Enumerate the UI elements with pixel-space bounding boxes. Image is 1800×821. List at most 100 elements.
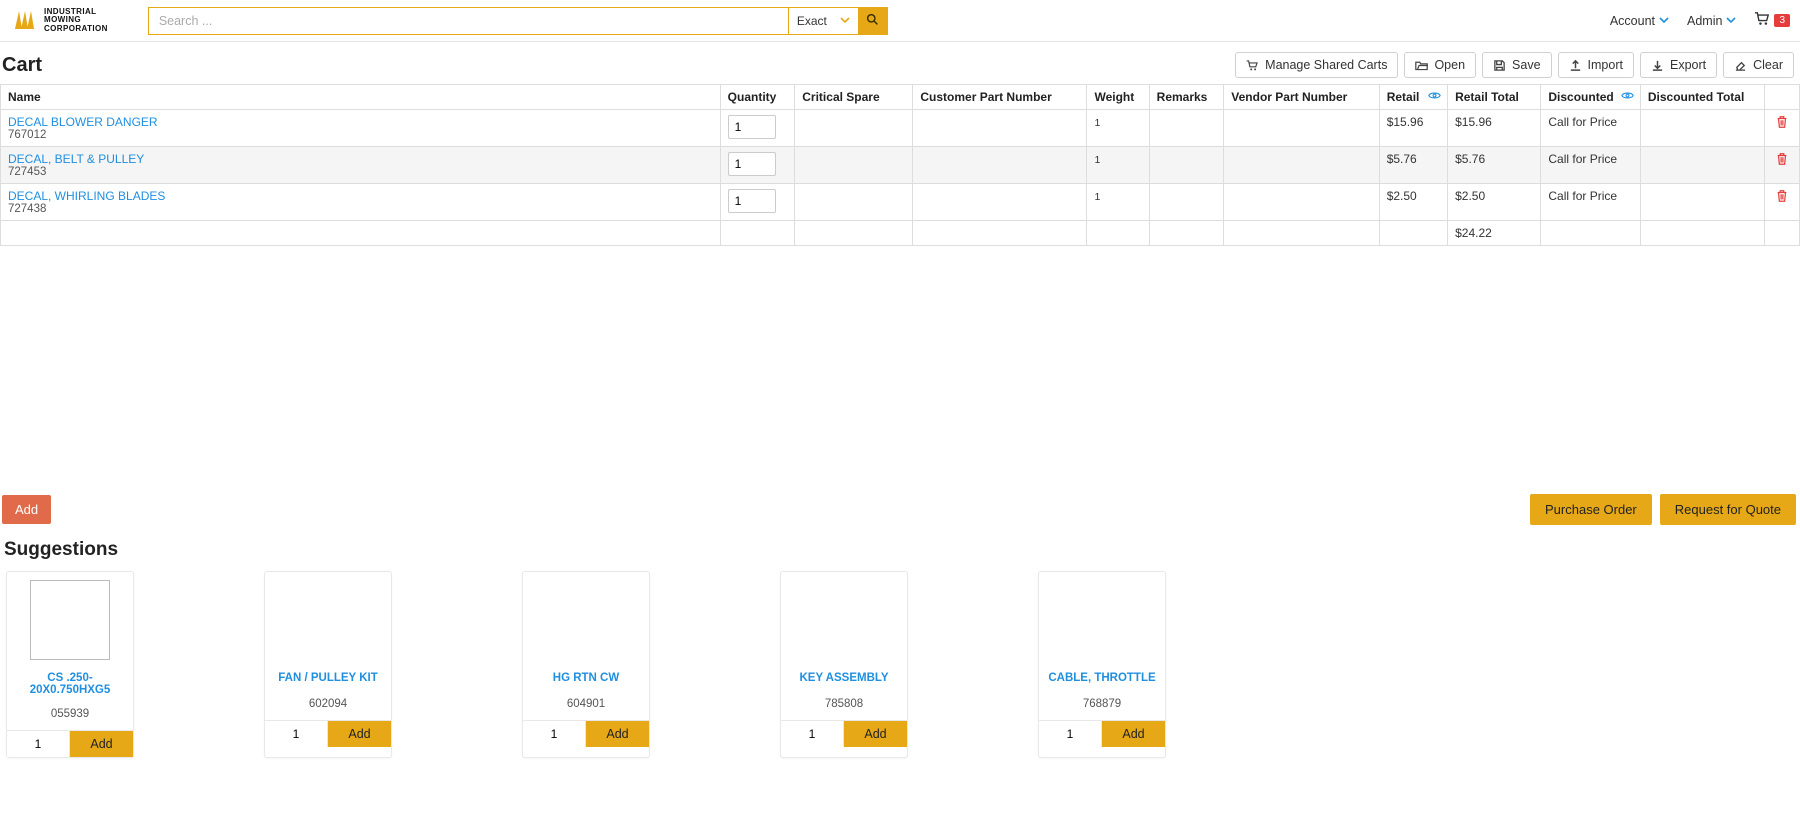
top-bar: INDUSTRIAL MOWING CORPORATION Exact Acco… (0, 0, 1800, 42)
col-customer-part-number: Customer Part Number (913, 85, 1087, 110)
suggestion-thumb (1062, 580, 1142, 660)
totals-row: $24.22 (1, 221, 1800, 246)
suggestion-add-button[interactable]: Add (70, 731, 133, 757)
suggestion-add-button[interactable]: Add (586, 721, 649, 747)
quantity-input[interactable] (728, 152, 776, 176)
suggestion-name-link[interactable]: KEY ASSEMBLY (793, 672, 894, 686)
lower-actions-right: Purchase Order Request for Quote (1530, 494, 1796, 525)
weight-value: 1 (1094, 154, 1100, 166)
quantity-input[interactable] (728, 115, 776, 139)
brand-logo[interactable]: INDUSTRIAL MOWING CORPORATION (12, 8, 108, 33)
col-quantity: Quantity (720, 85, 795, 110)
item-name-link[interactable]: DECAL, BELT & PULLEY (8, 152, 713, 166)
suggestion-thumb (804, 580, 884, 660)
suggestion-name-link[interactable]: FAN / PULLEY KIT (272, 672, 383, 686)
suggestion-qty-input[interactable] (7, 731, 70, 757)
suggestion-sku: 602094 (309, 698, 347, 710)
admin-menu[interactable]: Admin (1687, 14, 1736, 28)
eye-icon[interactable] (1621, 89, 1634, 105)
suggestion-sku: 055939 (51, 708, 89, 720)
col-weight: Weight (1087, 85, 1149, 110)
suggestion-thumb (30, 580, 110, 660)
col-delete (1765, 85, 1800, 110)
suggestion-add-button[interactable]: Add (844, 721, 907, 747)
suggestion-card: CABLE, THROTTLE 768879 Add (1038, 571, 1166, 758)
suggestion-qty-input[interactable] (781, 721, 844, 747)
retail-value: $5.76 (1379, 147, 1447, 184)
button-label: Export (1670, 58, 1706, 72)
save-button[interactable]: Save (1482, 52, 1552, 78)
retail-value: $2.50 (1379, 184, 1447, 221)
trash-icon (1775, 189, 1789, 206)
button-label: Import (1588, 58, 1623, 72)
brand-line3: CORPORATION (44, 25, 108, 33)
suggestion-add-row: Add (1039, 720, 1165, 747)
weight-value: 1 (1094, 191, 1100, 203)
search-input[interactable] (148, 7, 788, 35)
open-button[interactable]: Open (1404, 52, 1476, 78)
suggestion-add-row: Add (7, 730, 133, 757)
suggestion-add-row: Add (265, 720, 391, 747)
button-label: Save (1512, 58, 1541, 72)
discounted-value: Call for Price (1541, 110, 1640, 147)
suggestion-name-link[interactable]: CABLE, THROTTLE (1042, 672, 1161, 686)
suggestion-add-row: Add (781, 720, 907, 747)
import-button[interactable]: Import (1558, 52, 1634, 78)
search-mode-label: Exact (797, 14, 827, 28)
suggestion-name-link[interactable]: CS .250-20X0.750HXG5 (7, 672, 133, 696)
cart-count-badge: 3 (1774, 14, 1790, 27)
eye-icon[interactable] (1428, 89, 1441, 105)
cart-indicator[interactable]: 3 (1754, 12, 1790, 29)
search-button[interactable] (858, 7, 888, 35)
page-header: Cart Manage Shared Carts Open Save Impor… (0, 42, 1800, 84)
table-row: DECAL, WHIRLING BLADES7274381$2.50$2.50C… (1, 184, 1800, 221)
export-button[interactable]: Export (1640, 52, 1717, 78)
suggestion-name-link[interactable]: HG RTN CW (547, 672, 625, 686)
suggestion-card: HG RTN CW604901Add (522, 571, 650, 758)
item-name-link[interactable]: DECAL, WHIRLING BLADES (8, 189, 713, 203)
download-icon (1651, 59, 1664, 72)
suggestion-add-button[interactable]: Add (328, 721, 391, 747)
item-name-link[interactable]: DECAL BLOWER DANGER (8, 115, 713, 129)
retail-total-value: $5.76 (1448, 147, 1541, 184)
add-button[interactable]: Add (2, 495, 51, 524)
col-discounted: Discounted (1541, 85, 1640, 110)
suggestion-sku: 768879 (1083, 698, 1121, 710)
purchase-order-button[interactable]: Purchase Order (1530, 494, 1652, 525)
suggestion-qty-input[interactable] (1039, 721, 1102, 747)
trash-icon (1775, 115, 1789, 132)
item-sku: 727453 (8, 166, 713, 178)
search-group: Exact (148, 7, 888, 35)
quantity-input[interactable] (728, 189, 776, 213)
button-label: Open (1434, 58, 1465, 72)
suggestion-card: KEY ASSEMBLY785808Add (780, 571, 908, 758)
account-menu[interactable]: Account (1610, 14, 1669, 28)
search-mode-select[interactable]: Exact (788, 7, 858, 35)
suggestions-row: CS .250-20X0.750HXG5 055939 Add FAN / PULLE… (0, 571, 1800, 758)
col-retail-label: Retail (1387, 90, 1420, 104)
suggestion-qty-input[interactable] (523, 721, 586, 747)
col-retail-total: Retail Total (1448, 85, 1541, 110)
discounted-value: Call for Price (1541, 147, 1640, 184)
retail-total-value: $2.50 (1448, 184, 1541, 221)
suggestion-qty-input[interactable] (265, 721, 328, 747)
col-retail: Retail (1379, 85, 1447, 110)
request-for-quote-button[interactable]: Request for Quote (1660, 494, 1796, 525)
item-sku: 767012 (8, 129, 713, 141)
retail-total-value: $15.96 (1448, 110, 1541, 147)
delete-row-button[interactable] (1772, 115, 1792, 132)
admin-label: Admin (1687, 14, 1722, 28)
clear-button[interactable]: Clear (1723, 52, 1794, 78)
table-row: DECAL, BELT & PULLEY7274531$5.76$5.76Cal… (1, 147, 1800, 184)
table-row: DECAL BLOWER DANGER7670121$15.96$15.96Ca… (1, 110, 1800, 147)
page-actions: Manage Shared Carts Open Save Import Exp… (1235, 52, 1794, 78)
brand-mark-icon (12, 9, 38, 31)
manage-shared-carts-button[interactable]: Manage Shared Carts (1235, 52, 1398, 78)
delete-row-button[interactable] (1772, 152, 1792, 169)
cart-icon (1246, 59, 1259, 72)
search-icon (866, 13, 879, 29)
discounted-value: Call for Price (1541, 184, 1640, 221)
chevron-down-icon (1726, 14, 1736, 28)
suggestion-add-button[interactable]: Add (1102, 721, 1165, 747)
delete-row-button[interactable] (1772, 189, 1792, 206)
